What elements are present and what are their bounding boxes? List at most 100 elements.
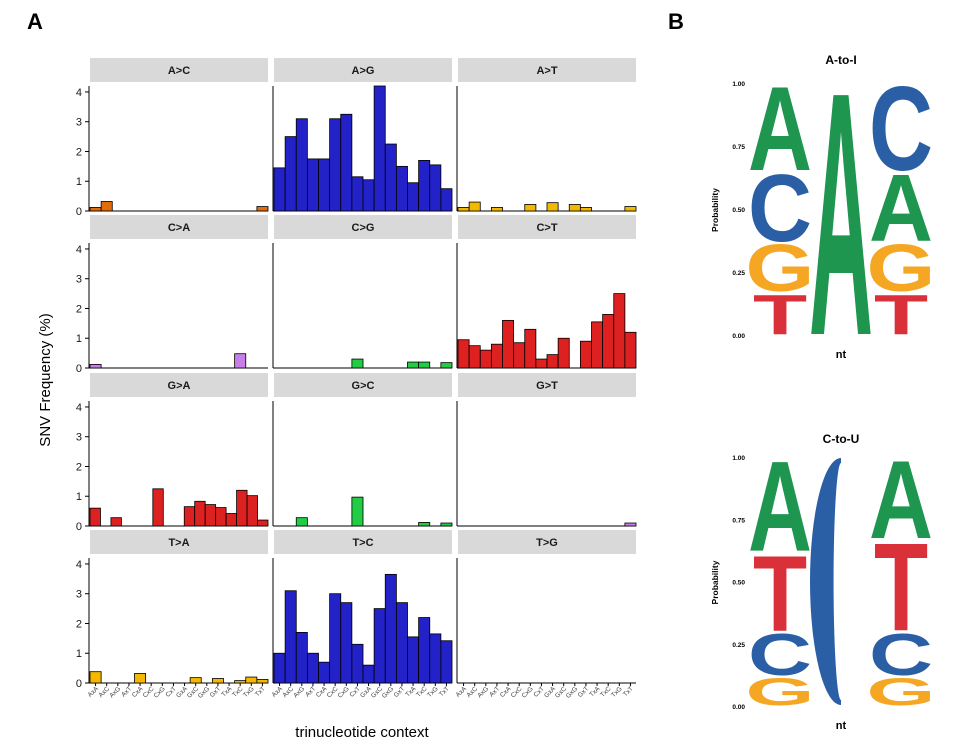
facet-CtoG: C>G xyxy=(272,215,453,369)
bar-GxG xyxy=(194,500,206,527)
bar-CxT xyxy=(351,496,364,527)
y-tick-label: 3 xyxy=(76,117,82,129)
x-tick-label: CxT xyxy=(348,685,361,698)
bar-CxT xyxy=(351,176,364,212)
x-tick-label: TxC xyxy=(231,685,245,699)
x-tick-label: TxA xyxy=(404,685,418,699)
x-tick-label: TxG xyxy=(610,685,624,699)
logo-y-tick: 0.75 xyxy=(732,144,745,151)
bar-CxG xyxy=(524,328,537,369)
bar-AxC xyxy=(284,136,297,212)
panel-label-b: B xyxy=(668,9,684,34)
bar-CxC xyxy=(513,342,526,369)
bar-TxG xyxy=(245,676,258,684)
bar-CxT xyxy=(351,643,364,684)
bar-TxT xyxy=(624,206,637,212)
bar-GxA xyxy=(546,354,559,369)
bar-TxA xyxy=(407,361,420,369)
facet-strip xyxy=(274,215,452,239)
x-tick-label: GxT xyxy=(577,685,591,699)
facet-title: C>A xyxy=(168,222,190,234)
x-tick-label: TxG xyxy=(242,685,256,699)
bar-GxG xyxy=(384,143,397,212)
facet-strip xyxy=(90,215,268,239)
x-tick-label: CxT xyxy=(164,685,177,698)
logo-letter-G: G xyxy=(746,670,815,713)
bar-TxT xyxy=(256,679,269,684)
facet-strip xyxy=(90,530,268,554)
facet-strip xyxy=(458,373,636,397)
logo-A-to-I: A-to-I1.000.750.500.250.00ProbabilityntA… xyxy=(710,20,935,408)
y-tick-label: 0 xyxy=(76,363,82,375)
bar-GxC xyxy=(189,677,202,684)
logo-y-tick: 0.50 xyxy=(732,207,745,214)
logo-letter-A: A xyxy=(809,20,873,408)
x-tick-label: GxT xyxy=(209,685,223,699)
bar-TxG xyxy=(429,633,442,684)
facet-title: A>C xyxy=(168,65,190,77)
bar-AxG xyxy=(479,349,492,369)
facet-strip xyxy=(274,58,452,82)
x-tick-label: AxT xyxy=(304,685,317,698)
facet-title: T>A xyxy=(168,537,189,549)
y-tick-label: 0 xyxy=(76,678,82,690)
facet-strip xyxy=(274,530,452,554)
bar-TxC xyxy=(418,361,431,369)
logo-y-label: Probability xyxy=(710,560,720,604)
logo-y-tick: 0.00 xyxy=(732,333,745,340)
facet-title: C>T xyxy=(536,222,557,234)
logo-x-label: nt xyxy=(836,349,847,361)
y-tick-label: 2 xyxy=(76,303,82,315)
x-tick-label: TxG xyxy=(426,685,440,699)
bar-TxG xyxy=(236,489,248,527)
bar-TxT xyxy=(624,331,637,369)
x-tick-label: GxT xyxy=(393,685,407,699)
facet-GtoC: G>C xyxy=(272,373,453,527)
bar-GxT xyxy=(395,602,408,684)
bar-TxC xyxy=(418,522,431,527)
logo-title: C-to-U xyxy=(823,432,860,446)
facet-title: C>G xyxy=(352,222,375,234)
facet-GtoT: G>T xyxy=(456,373,637,527)
bar-CxT xyxy=(351,358,364,369)
x-tick-label: TxC xyxy=(599,685,613,699)
facet-AtoC: A>C 0 1 2 3 4 xyxy=(76,58,269,218)
logo-letter-A: A xyxy=(748,435,812,578)
bar-TxG xyxy=(613,293,626,369)
bar-TxC xyxy=(418,159,431,212)
facet-CtoA: C>A 0 1 2 3 4 xyxy=(76,215,268,375)
logo-letter-C: C xyxy=(869,622,933,688)
logo-letter-A: A xyxy=(748,63,812,196)
bar-GxA xyxy=(546,202,559,212)
logo-y-tick: 1.00 xyxy=(732,81,745,88)
y-tick-label: 2 xyxy=(76,461,82,473)
bar-GxG xyxy=(384,573,397,684)
bar-TxT xyxy=(256,206,269,212)
bar-AxT xyxy=(306,652,319,684)
bar-GxT xyxy=(204,504,217,527)
y-tick-label: 1 xyxy=(76,648,82,660)
logo-y-tick: 1.00 xyxy=(732,455,745,462)
y-tick-label: 3 xyxy=(76,589,82,601)
logo-y-tick: 0.25 xyxy=(732,270,745,277)
bar-GxA xyxy=(362,179,375,212)
bar-TxC xyxy=(234,353,247,369)
x-tick-label: TxT xyxy=(438,685,451,698)
bar-GxT xyxy=(579,340,592,369)
bar-CxG xyxy=(340,602,353,684)
logo-y-label: Probability xyxy=(710,188,720,232)
logo-letter-A: A xyxy=(869,156,933,262)
facet-strip xyxy=(90,58,268,82)
x-tick-label: CxT xyxy=(532,685,545,698)
bar-CxA xyxy=(318,158,331,212)
bar-TxC xyxy=(602,314,615,369)
bar-TxT xyxy=(440,640,453,684)
bar-TxT xyxy=(624,522,637,527)
facet-GtoA: G>A 0 1 2 3 4 xyxy=(76,373,269,533)
bar-AxC xyxy=(468,345,481,369)
bar-GxC xyxy=(557,337,570,369)
bar-TxT xyxy=(440,522,453,527)
bar-AxC xyxy=(100,201,113,212)
bar-GxT xyxy=(211,678,224,684)
y-tick-label: 0 xyxy=(76,206,82,218)
